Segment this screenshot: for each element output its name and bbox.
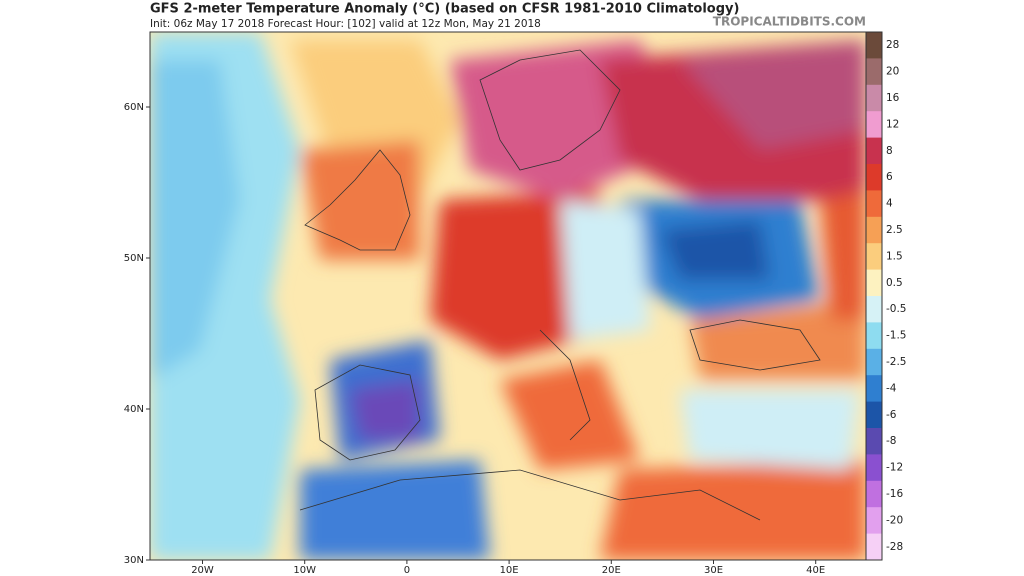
colorbar-label: -28 [886, 541, 903, 553]
lat-label: 30N [124, 555, 144, 566]
colorbar-label: 2.5 [886, 224, 903, 236]
colorbar-label: -4 [886, 382, 897, 394]
colorbar-label: 0.5 [886, 277, 903, 289]
colorbar-label: 20 [886, 66, 899, 78]
colorbar-swatch [866, 428, 882, 455]
lon-label: 10W [293, 565, 316, 576]
colorbar-label: 4 [886, 198, 893, 210]
colorbar-swatch [866, 480, 882, 508]
colorbar-swatch [866, 322, 882, 350]
colorbar-swatch [866, 533, 882, 561]
colorbar-label: -0.5 [886, 303, 907, 315]
lat-label: 60N [124, 102, 144, 113]
colorbar-label: 1.5 [886, 250, 903, 262]
lon-label: 0 [404, 565, 410, 576]
colorbar-label: -12 [886, 462, 903, 474]
colorbar-swatch [866, 401, 882, 429]
colorbar-label: 8 [886, 145, 893, 157]
colorbar-label: -8 [886, 435, 896, 447]
colorbar-swatch [866, 164, 882, 191]
colorbar-label: 6 [886, 171, 893, 183]
colorbar-label: -6 [886, 409, 897, 421]
lon-label: 30E [704, 565, 723, 576]
lat-label: 50N [124, 253, 144, 264]
site-watermark: TROPICALTIDBITS.COM [713, 15, 866, 29]
colorbar-label: -1.5 [886, 330, 907, 342]
colorbar-label: 12 [886, 118, 899, 130]
lon-label: 10E [500, 565, 519, 576]
colorbar-swatch [866, 375, 882, 403]
subtitle: Init: 06z May 17 2018 Forecast Hour: [10… [150, 18, 541, 30]
lon-label: 20W [191, 565, 214, 576]
colorbar-label: 16 [886, 92, 900, 104]
colorbar-swatch [866, 243, 882, 271]
colorbar-swatch [866, 137, 882, 165]
colorbar-swatch [866, 507, 882, 535]
colorbar-swatch [866, 32, 882, 59]
colorbar-swatch [866, 216, 882, 244]
map [150, 32, 866, 560]
colorbar-swatch [866, 111, 882, 139]
colorbar-frame [865, 31, 883, 561]
colorbar-swatch [866, 348, 882, 376]
colorbar-label: -20 [886, 514, 903, 526]
colorbar-label: -16 [886, 488, 903, 500]
colorbar-swatch [866, 190, 882, 218]
colorbar-swatch [866, 269, 882, 297]
colorbar-swatch [866, 296, 882, 323]
lon-label: 40E [806, 565, 825, 576]
colorbar-label: -2.5 [886, 356, 907, 368]
colorbar-swatch [866, 84, 882, 112]
colorbar-swatch [866, 454, 882, 482]
lat-label: 40N [124, 404, 144, 415]
colorbar-label: 28 [886, 39, 899, 51]
colorbar-swatch [866, 58, 882, 86]
lon-label: 20E [602, 565, 621, 576]
title: GFS 2-meter Temperature Anomaly (°C) (ba… [150, 2, 739, 17]
